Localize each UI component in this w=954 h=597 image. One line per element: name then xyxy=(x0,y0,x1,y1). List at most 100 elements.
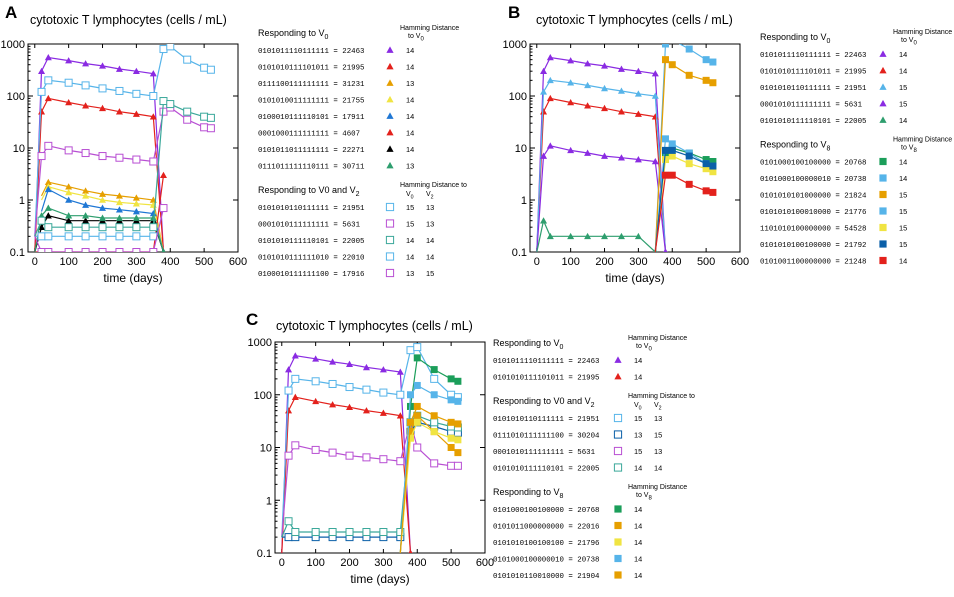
series-line-22463 xyxy=(281,355,412,553)
data-point-17916 xyxy=(149,248,158,252)
legend-entry-dist2: 13 xyxy=(426,220,434,229)
data-point-30711 xyxy=(44,204,52,211)
data-point-20738 xyxy=(413,381,421,389)
data-point-21792 xyxy=(709,162,717,170)
legend-entry-code: 0101010111101011 = 21995 xyxy=(258,65,364,73)
data-point-21951 xyxy=(345,383,354,392)
series-line-5631 xyxy=(34,106,211,237)
panel-label-b: B xyxy=(508,3,520,22)
data-point-21951 xyxy=(362,385,371,394)
data-point-21796 xyxy=(447,434,455,442)
data-point-21951 xyxy=(206,65,215,74)
data-point-21995 xyxy=(132,110,140,117)
data-point-22010 xyxy=(132,232,141,241)
chart-panel-b: cytotoxic T lymphocytes (cells / mL)0 100… xyxy=(503,13,953,285)
data-point-21995 xyxy=(362,407,370,414)
series-line-22463 xyxy=(536,56,667,252)
series-group xyxy=(281,343,462,553)
data-point-5631 xyxy=(584,149,592,156)
legend-dist-header: Hamming Distance xyxy=(893,29,952,36)
legend-marker xyxy=(879,83,887,90)
data-point-22005 xyxy=(166,100,175,109)
x-tick-label: 200 xyxy=(595,256,613,268)
legend-dist-header: to V8 xyxy=(901,145,917,155)
legend-entry-code: 0101010100100100 = 21796 xyxy=(493,540,599,548)
data-point-31231 xyxy=(65,183,73,190)
data-point-22005 xyxy=(132,223,141,232)
data-point-5631 xyxy=(540,152,548,159)
data-point-22010 xyxy=(81,232,90,241)
data-point-22010 xyxy=(64,232,73,241)
legend-entry-code: 0001000111111111 = 4607 xyxy=(258,131,360,139)
data-point-21951 xyxy=(540,88,548,95)
legend-marker xyxy=(879,240,887,248)
series-line-21995 xyxy=(281,396,412,553)
data-point-22005 xyxy=(430,418,439,427)
data-point-21951 xyxy=(44,76,53,85)
data-point-22010 xyxy=(98,232,107,241)
data-point-21951 xyxy=(37,87,46,96)
data-point-5631 xyxy=(453,461,462,470)
data-point-22005 xyxy=(601,232,609,240)
data-point-21951 xyxy=(634,90,642,97)
data-point-5631 xyxy=(291,441,300,450)
legend-entry-dist: 14 xyxy=(634,555,642,564)
legend-entry-code: 0101010111101011 = 21995 xyxy=(493,375,599,383)
data-point-21248 xyxy=(685,180,693,188)
data-point-31231 xyxy=(44,178,52,185)
data-point-54528 xyxy=(709,168,717,176)
legend-entry-code: 0001010111111111 = 5631 xyxy=(258,222,361,230)
data-point-17916 xyxy=(115,248,124,252)
x-tick-label: 0 xyxy=(32,256,38,268)
data-point-21792 xyxy=(685,152,693,160)
data-point-21796 xyxy=(406,434,414,442)
data-point-22005 xyxy=(396,528,405,537)
legend-entry-code: 1101010100000000 = 54528 xyxy=(760,226,866,234)
x-tick-label: 100 xyxy=(59,256,77,268)
legend-entry-dist: 14 xyxy=(899,257,907,266)
data-point-21824 xyxy=(668,61,676,69)
data-point-20768 xyxy=(447,375,455,383)
legend-entry-code: 0101010110111111 = 21951 xyxy=(760,85,867,93)
legend-marker xyxy=(385,202,395,212)
legend-marker xyxy=(614,554,622,563)
legend-entry-dist: 14 xyxy=(899,158,907,167)
data-point-21951 xyxy=(98,84,107,93)
legend-marker xyxy=(614,571,622,579)
legend-dist-header: Hamming Distance xyxy=(628,484,687,491)
data-point-4607 xyxy=(159,171,167,178)
legend-entry-code: 0101010011111111 = 21755 xyxy=(258,98,364,106)
data-point-22005 xyxy=(362,528,371,537)
x-axis-label: time (days) xyxy=(350,572,409,586)
legend-marker xyxy=(879,174,887,182)
x-tick-label: 400 xyxy=(408,557,426,569)
data-point-21995 xyxy=(82,102,90,109)
data-point-17916 xyxy=(81,248,90,252)
data-point-21951 xyxy=(601,84,609,92)
data-point-21248 xyxy=(702,187,710,195)
data-point-30204 xyxy=(284,533,293,542)
data-point-5631 xyxy=(159,107,168,116)
data-point-21951 xyxy=(430,374,439,383)
legend-entry-dist2: 13 xyxy=(426,203,434,212)
data-point-21755 xyxy=(132,200,140,207)
data-point-5631 xyxy=(44,141,53,150)
data-point-5631 xyxy=(345,451,354,460)
data-point-21995 xyxy=(329,401,337,408)
data-point-20738 xyxy=(669,36,676,43)
data-point-5631 xyxy=(311,445,320,454)
y-tick-label: 100 xyxy=(7,91,25,103)
data-point-22463 xyxy=(379,366,387,373)
legend-entry-dist: 13 xyxy=(406,162,414,171)
data-point-22005 xyxy=(115,223,124,232)
x-tick-label: 500 xyxy=(195,256,213,268)
y-tick-label: 1000 xyxy=(1,39,25,51)
data-point-22005 xyxy=(81,223,90,232)
data-point-21951 xyxy=(166,44,175,51)
x-tick-label: 100 xyxy=(561,256,579,268)
data-point-5631 xyxy=(81,149,90,158)
legend-entry-dist: 14 xyxy=(634,464,642,473)
data-point-21951 xyxy=(284,386,293,395)
legend-entry-dist: 14 xyxy=(634,505,642,514)
